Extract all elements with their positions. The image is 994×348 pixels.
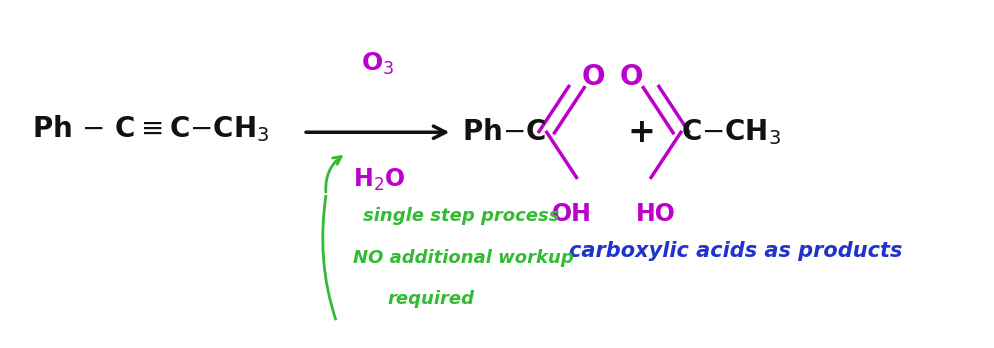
- Text: +: +: [627, 116, 655, 149]
- Text: HO: HO: [636, 202, 676, 226]
- Text: O: O: [619, 63, 643, 90]
- Text: O$_3$: O$_3$: [361, 50, 395, 77]
- Text: OH: OH: [552, 202, 591, 226]
- Text: NO additional workup: NO additional workup: [353, 248, 574, 267]
- Text: Ph$-$C: Ph$-$C: [462, 118, 546, 146]
- Text: required: required: [388, 290, 475, 308]
- Text: C$-$CH$_3$: C$-$CH$_3$: [681, 117, 781, 147]
- Text: H$_2$O: H$_2$O: [353, 167, 405, 193]
- Text: single step process: single step process: [363, 207, 560, 225]
- Text: O: O: [581, 63, 605, 90]
- Text: Ph $-$ C$\equiv$C$-$CH$_3$: Ph $-$ C$\equiv$C$-$CH$_3$: [32, 113, 269, 144]
- Text: carboxylic acids as products: carboxylic acids as products: [569, 240, 903, 261]
